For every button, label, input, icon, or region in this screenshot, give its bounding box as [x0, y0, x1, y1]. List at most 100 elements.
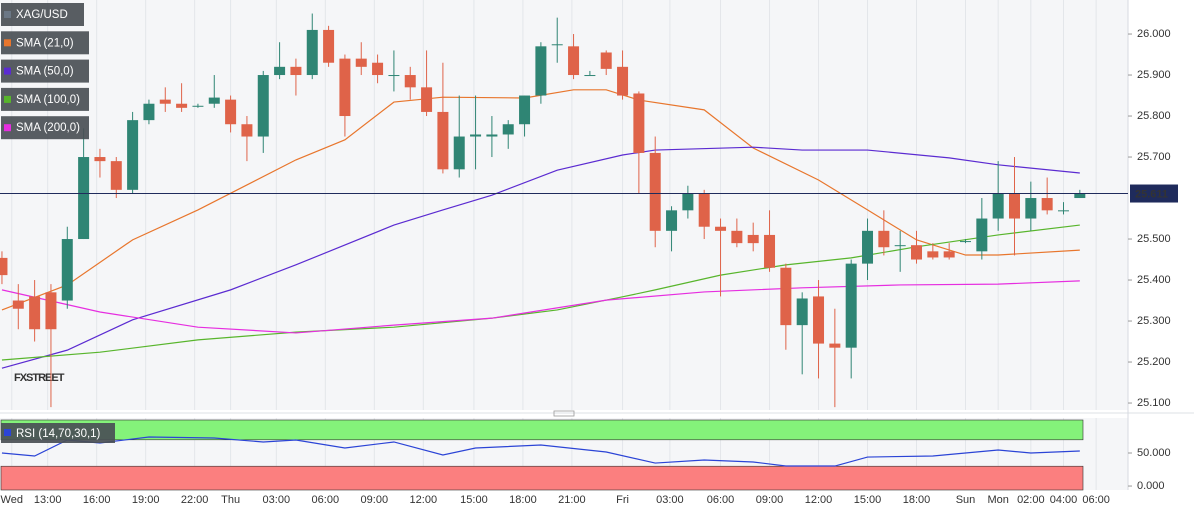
candle-body — [960, 241, 972, 243]
x-tick-label: Thu — [221, 494, 240, 506]
candle-body — [862, 230, 874, 264]
candle-body — [1074, 193, 1086, 199]
x-tick-label: Sun — [956, 494, 976, 506]
candle-body — [927, 251, 939, 258]
candle-body — [943, 251, 955, 258]
y-tick-label: 25.300 — [1137, 315, 1171, 327]
candle-body — [274, 66, 286, 76]
legend-swatch — [4, 429, 11, 436]
x-tick-label: 09:00 — [756, 494, 784, 506]
candle-body — [813, 296, 825, 344]
y-tick-label: 25.800 — [1137, 110, 1171, 122]
candle-body — [829, 343, 841, 348]
main-plot-bg — [0, 0, 1128, 410]
candle-body — [176, 103, 188, 108]
legend-box — [1, 423, 115, 443]
legend-box — [1, 116, 89, 140]
candle-body — [747, 234, 759, 244]
candle-body — [110, 161, 122, 190]
candle-body — [404, 75, 416, 88]
legend-label: XAG/USD — [16, 9, 68, 21]
candle-body — [764, 234, 776, 268]
legend-box — [1, 59, 89, 83]
y-tick-label: 25.900 — [1137, 69, 1171, 81]
legend-swatch — [4, 67, 11, 75]
candle-body — [78, 157, 90, 240]
x-tick-label: Fri — [616, 494, 629, 506]
candle-body — [551, 44, 563, 46]
candle-body — [845, 263, 857, 348]
line-series — [1, 89, 1080, 311]
candle-body — [1008, 193, 1020, 219]
candle-body — [502, 124, 514, 135]
candle-body — [649, 152, 661, 231]
x-tick-label: 03:00 — [263, 494, 291, 506]
candle-body — [225, 99, 237, 125]
legend-label: RSI (14,70,30,1) — [16, 428, 101, 440]
x-tick-label: 22:00 — [181, 494, 209, 506]
x-tick-label: 12:00 — [805, 494, 833, 506]
candle-body — [486, 134, 498, 137]
legend-swatch — [4, 39, 11, 47]
y-tick-label: 50.000 — [1137, 447, 1171, 459]
candle-body — [878, 230, 890, 248]
candle-body — [257, 75, 269, 137]
candle-body — [61, 239, 73, 301]
line-series — [1, 146, 1080, 369]
x-tick-label: 13:00 — [34, 494, 62, 506]
x-tick-label: 03:00 — [656, 494, 684, 506]
candle-body — [633, 93, 645, 153]
x-tick-label: 18:00 — [509, 494, 537, 506]
y-tick-label: 25.200 — [1137, 356, 1171, 368]
candle-body — [29, 296, 41, 330]
candle-body — [682, 193, 694, 211]
candle-body — [421, 87, 433, 112]
candle-body — [519, 95, 531, 125]
candle-body — [780, 267, 792, 326]
candle-body — [306, 29, 318, 76]
candle-body — [666, 210, 678, 231]
x-tick-label: 02:00 — [1017, 494, 1045, 506]
legend-label: SMA (50,0) — [16, 66, 74, 78]
x-tick-label: Wed — [1, 494, 23, 506]
candle-body — [323, 29, 335, 63]
last-price-label: 25.611 — [1135, 188, 1168, 200]
candle-body — [568, 46, 580, 76]
legend-box — [1, 31, 89, 55]
candle-body — [992, 193, 1004, 219]
candle-body — [94, 157, 106, 162]
candle-body — [976, 218, 988, 252]
candle-body — [127, 120, 139, 190]
legend-swatch — [4, 95, 11, 103]
candle-body — [715, 226, 727, 231]
candle-body — [535, 46, 547, 96]
y-tick-label: 26.000 — [1137, 28, 1171, 40]
candle-body — [1041, 198, 1053, 211]
candle-body — [388, 75, 400, 77]
line-series — [1, 280, 1080, 334]
x-tick-label: 21:00 — [558, 494, 586, 506]
candle-body — [437, 111, 449, 170]
candle-body — [241, 124, 253, 137]
candle-body — [796, 298, 808, 326]
candle-body — [584, 75, 596, 77]
resize-handle[interactable] — [553, 410, 575, 417]
x-tick-label: 19:00 — [132, 494, 160, 506]
y-tick-label: 25.100 — [1137, 397, 1171, 409]
x-tick-label: 09:00 — [361, 494, 389, 506]
x-tick-label: 06:00 — [1082, 494, 1110, 506]
candle-body — [453, 136, 465, 170]
x-tick-label: 16:00 — [83, 494, 111, 506]
line-series — [1, 436, 1080, 467]
candle-body — [143, 103, 155, 121]
legend-swatch — [4, 11, 11, 18]
candle-body — [355, 58, 367, 67]
candle-body — [1057, 210, 1069, 212]
candle-body — [208, 97, 220, 104]
candle-body — [1025, 198, 1037, 219]
x-tick-label: 18:00 — [903, 494, 931, 506]
candle-body — [600, 52, 612, 69]
candle-body — [911, 245, 923, 260]
candle-body — [894, 245, 906, 247]
